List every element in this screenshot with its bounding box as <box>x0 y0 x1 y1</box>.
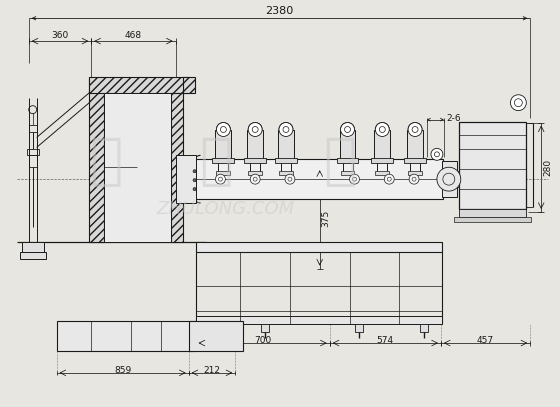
Bar <box>195 316 442 324</box>
Bar <box>22 242 44 252</box>
Bar <box>337 158 358 163</box>
Circle shape <box>248 123 262 136</box>
Bar <box>339 129 356 159</box>
Bar <box>275 158 297 163</box>
Bar <box>278 129 294 159</box>
Text: 468: 468 <box>125 31 142 39</box>
Bar <box>407 129 423 159</box>
Text: 375: 375 <box>321 209 331 227</box>
Bar <box>371 158 393 163</box>
Bar <box>408 171 422 175</box>
Circle shape <box>193 170 196 173</box>
Circle shape <box>431 149 443 160</box>
Circle shape <box>340 123 354 136</box>
Bar <box>212 158 234 163</box>
Text: 859: 859 <box>114 366 131 375</box>
Circle shape <box>193 188 196 190</box>
Bar <box>244 158 266 163</box>
Bar <box>452 171 459 187</box>
Bar <box>89 77 189 93</box>
Circle shape <box>375 123 389 136</box>
Bar <box>207 324 214 332</box>
Circle shape <box>349 174 360 184</box>
Circle shape <box>193 179 196 182</box>
Text: 457: 457 <box>477 336 494 345</box>
Bar <box>195 242 442 252</box>
Text: ZHULONG.COM: ZHULONG.COM <box>156 200 295 218</box>
Circle shape <box>409 174 419 184</box>
Circle shape <box>279 123 293 136</box>
Bar <box>356 324 363 332</box>
Bar <box>89 78 104 242</box>
Bar <box>27 149 39 155</box>
Bar <box>261 324 269 332</box>
Bar <box>177 167 194 192</box>
Bar <box>171 93 183 242</box>
Circle shape <box>510 95 526 111</box>
Text: 築: 築 <box>90 135 123 189</box>
Bar <box>459 122 526 209</box>
Bar <box>29 125 36 133</box>
Bar <box>104 93 171 242</box>
Bar <box>375 171 389 175</box>
Bar <box>248 171 262 175</box>
Text: 網: 網 <box>323 135 356 189</box>
Bar <box>454 217 531 222</box>
Text: 280: 280 <box>543 159 552 176</box>
Bar <box>420 324 428 332</box>
Bar <box>404 158 426 163</box>
Bar <box>279 171 293 175</box>
Text: 2380: 2380 <box>265 6 293 16</box>
Bar <box>216 171 230 175</box>
Bar <box>189 321 243 351</box>
Circle shape <box>437 167 461 191</box>
Bar <box>29 155 36 167</box>
Circle shape <box>216 123 230 136</box>
Text: 龍: 龍 <box>199 135 232 189</box>
Bar <box>340 171 354 175</box>
Circle shape <box>216 174 225 184</box>
Bar <box>20 252 45 258</box>
Bar <box>194 159 443 199</box>
Bar <box>374 129 390 159</box>
Bar <box>442 161 457 197</box>
Bar <box>459 209 526 217</box>
Bar <box>176 155 195 203</box>
Text: 212: 212 <box>203 366 221 375</box>
Text: 360: 360 <box>52 31 69 39</box>
Text: 574: 574 <box>377 336 394 345</box>
Bar <box>57 321 195 351</box>
Circle shape <box>408 123 422 136</box>
Bar <box>247 129 263 159</box>
Bar <box>216 129 231 159</box>
Text: 700: 700 <box>254 336 271 345</box>
Circle shape <box>384 174 394 184</box>
Text: 2-6: 2-6 <box>447 114 461 123</box>
Bar <box>183 77 194 93</box>
Circle shape <box>285 174 295 184</box>
Circle shape <box>250 174 260 184</box>
